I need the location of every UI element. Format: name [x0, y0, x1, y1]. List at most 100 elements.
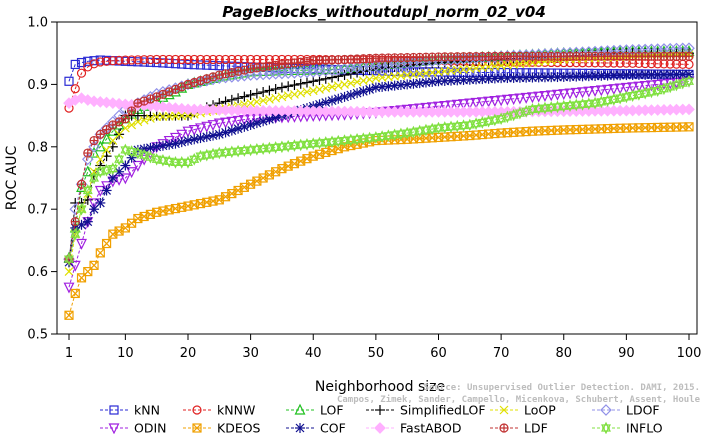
data-point-inflo	[76, 202, 87, 216]
data-point-knnw	[152, 54, 162, 65]
data-point-odin	[201, 121, 213, 133]
data-point-inflo	[377, 130, 388, 143]
data-point-inflo	[345, 133, 356, 147]
data-point-odin	[627, 82, 639, 94]
data-point-simplifiedlof	[339, 70, 350, 81]
data-point-kdeos	[70, 288, 80, 299]
legend-marker	[600, 404, 612, 416]
data-point-knn	[195, 60, 206, 70]
data-point-ldof	[319, 64, 332, 77]
data-point-inflo	[571, 98, 582, 112]
data-point-loop	[64, 267, 74, 277]
data-point-inflo	[383, 129, 394, 143]
data-point-inflo	[283, 139, 294, 153]
data-point-odin	[132, 160, 144, 172]
data-point-ldof	[382, 58, 395, 71]
data-point-inflo	[195, 149, 206, 163]
series-inflo	[64, 74, 694, 266]
data-point-inflo	[552, 100, 563, 114]
y-tick-label: 0.8	[27, 140, 48, 155]
data-point-odin	[614, 83, 626, 95]
data-point-ldf	[120, 114, 130, 124]
legend-marker	[192, 423, 202, 433]
data-point-odin	[188, 124, 200, 136]
data-point-ldf	[89, 135, 99, 146]
legend-marker	[192, 405, 202, 415]
data-point-odin	[182, 126, 194, 138]
data-point-odin	[589, 86, 601, 97]
legend-item-kdeos: KDEOS	[183, 421, 261, 434]
data-point-knn	[83, 56, 93, 66]
data-point-knnw	[89, 59, 99, 69]
series-line-kdeos	[68, 126, 690, 316]
data-point-odin	[552, 89, 563, 101]
legend: kNN kNNW LOF SimplifiedLOF LoOP LDOF ODIN KDEOS…	[100, 403, 663, 434]
data-point-odin	[526, 92, 538, 104]
legend-item-inflo: INFLO	[592, 421, 663, 434]
data-point-odin	[564, 88, 576, 100]
legend-item-loop: LoOP	[490, 403, 556, 418]
data-point-fastabod	[683, 103, 695, 116]
data-point-loop	[120, 123, 130, 133]
data-point-odin	[558, 89, 570, 101]
data-point-inflo	[258, 142, 269, 156]
data-point-cof	[208, 130, 219, 141]
data-point-odin	[533, 91, 545, 103]
data-point-cof	[239, 121, 250, 132]
chart-title: PageBlocks_withoutdupl_norm_02_v04	[222, 3, 546, 21]
data-point-inflo	[539, 101, 550, 115]
data-point-inflo	[546, 101, 557, 114]
data-point-knnw	[145, 54, 156, 65]
data-point-inflo	[64, 252, 74, 266]
data-point-cof	[345, 90, 356, 101]
data-point-odin	[545, 90, 557, 102]
data-point-cof	[383, 81, 394, 92]
data-point-odin	[595, 85, 607, 97]
data-point-inflo	[364, 131, 375, 145]
x-tick-label: 50	[368, 346, 385, 361]
data-point-ldof	[81, 153, 94, 166]
legend-label: KDEOS	[217, 421, 261, 434]
data-point-ldof	[344, 62, 357, 75]
data-point-inflo	[339, 134, 350, 147]
data-point-inflo	[233, 144, 244, 158]
data-point-inflo	[427, 122, 438, 136]
series-loop	[64, 50, 694, 277]
data-point-inflo	[358, 132, 369, 146]
data-point-inflo	[295, 138, 306, 152]
data-point-kdeos	[101, 238, 112, 249]
data-point-ldof	[363, 60, 376, 73]
data-point-odin	[195, 123, 206, 135]
data-point-simplifiedlof	[251, 88, 262, 99]
data-point-ldf	[684, 51, 694, 61]
data-point-ldof	[307, 66, 320, 78]
data-point-lof	[82, 165, 94, 177]
source-watermark-line-1: Source: Unsupervised Outlier Detection. …	[424, 382, 700, 393]
data-point-inflo	[446, 120, 456, 134]
data-point-inflo	[170, 156, 181, 169]
data-point-ldof	[401, 57, 414, 70]
data-point-cof	[327, 95, 338, 106]
data-point-knnw	[214, 54, 224, 65]
x-axis: 1 10 20 30 40 50 60 70 80 90 100	[65, 334, 701, 361]
data-point-inflo	[208, 147, 219, 161]
data-point-odin	[583, 86, 595, 98]
data-point-cof	[220, 127, 231, 138]
data-point-knnw	[170, 54, 181, 65]
data-point-inflo	[420, 123, 431, 137]
legend-label: LOF	[320, 403, 344, 418]
legend-marker	[294, 403, 306, 415]
data-point-cof	[214, 129, 225, 140]
data-point-knnw	[239, 54, 249, 65]
legend-marker	[601, 421, 611, 434]
data-point-inflo	[439, 121, 450, 134]
series-line-knnw	[68, 58, 690, 109]
data-point-odin	[577, 87, 589, 99]
data-point-inflo	[558, 99, 569, 113]
data-point-inflo	[389, 128, 400, 142]
data-point-knnw	[183, 54, 193, 65]
data-point-knnw	[101, 56, 112, 66]
data-point-kdeos	[64, 310, 74, 320]
data-point-knnw	[233, 54, 243, 65]
data-point-knn	[202, 60, 212, 70]
